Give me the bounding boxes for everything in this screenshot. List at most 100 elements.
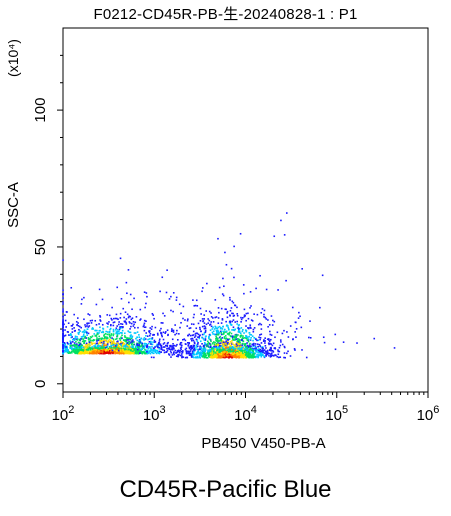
- event-dot: [244, 349, 247, 351]
- event-dot: [230, 353, 233, 356]
- event-dot: [103, 352, 105, 355]
- event-dot: [230, 350, 232, 353]
- event-dot: [170, 356, 172, 358]
- event-dot: [285, 212, 288, 214]
- event-dot: [73, 338, 76, 341]
- event-dot: [199, 328, 201, 331]
- event-dot: [62, 318, 64, 320]
- event-dot: [69, 346, 72, 348]
- event-dot: [236, 314, 239, 317]
- event-dot: [87, 352, 90, 354]
- event-dot: [239, 346, 242, 348]
- event-dot: [240, 321, 242, 323]
- event-dot: [254, 343, 257, 345]
- event-dot: [173, 353, 175, 356]
- event-dot: [157, 345, 159, 347]
- event-dot: [283, 234, 286, 236]
- event-dot: [138, 338, 141, 341]
- event-dot: [108, 351, 111, 354]
- event-dot: [217, 355, 219, 358]
- event-dot: [212, 333, 214, 335]
- event-dot: [200, 330, 202, 333]
- event-dot: [231, 329, 233, 331]
- event-dot: [148, 340, 151, 343]
- event-dot: [160, 346, 163, 349]
- event-dot: [170, 351, 172, 354]
- event-dot: [140, 337, 143, 340]
- event-dot: [146, 350, 148, 353]
- event-dot: [105, 346, 107, 349]
- event-dot: [90, 322, 93, 324]
- event-dot: [131, 317, 134, 319]
- event-dot: [124, 344, 127, 347]
- event-dot: [173, 344, 176, 347]
- event-dot: [118, 332, 121, 335]
- event-dot: [295, 336, 297, 338]
- event-dot: [131, 340, 134, 343]
- event-dot: [62, 332, 64, 334]
- event-dot: [77, 325, 80, 327]
- event-dot: [223, 336, 226, 338]
- event-dot: [80, 351, 83, 353]
- event-dot: [168, 298, 171, 300]
- event-dot: [99, 329, 101, 332]
- event-dot: [128, 352, 130, 355]
- event-dot: [216, 351, 219, 354]
- event-dot: [114, 347, 117, 349]
- event-dot: [231, 335, 234, 337]
- event-dot: [210, 356, 213, 359]
- event-dot: [198, 353, 201, 355]
- event-dot: [119, 352, 122, 354]
- event-dot: [203, 333, 205, 336]
- event-dot: [94, 344, 97, 346]
- event-dot: [210, 312, 212, 314]
- event-dot: [219, 347, 222, 350]
- event-dot: [96, 342, 99, 344]
- event-dot: [219, 345, 222, 347]
- event-dot: [97, 344, 100, 347]
- event-dot: [109, 347, 111, 349]
- event-dot: [74, 335, 77, 338]
- event-dot: [133, 348, 135, 351]
- event-dot: [204, 339, 207, 341]
- event-dot: [287, 350, 289, 353]
- event-dot: [83, 352, 86, 355]
- event-dot: [230, 267, 233, 270]
- event-dot: [206, 340, 209, 343]
- event-dot: [78, 346, 81, 349]
- event-dot: [246, 346, 248, 348]
- event-dot: [108, 333, 110, 336]
- event-dot: [238, 324, 240, 326]
- event-dot: [80, 346, 83, 348]
- event-dot: [225, 346, 228, 348]
- event-dot: [104, 347, 107, 350]
- event-dot: [117, 323, 120, 326]
- event-dot: [260, 353, 262, 356]
- event-dot: [217, 330, 220, 333]
- x-tick-label: 102: [52, 404, 75, 424]
- event-dot: [242, 337, 244, 339]
- event-dot: [162, 343, 165, 345]
- y-axis-label: SSC-A: [5, 182, 22, 228]
- event-dot: [95, 350, 97, 353]
- event-dot: [101, 323, 104, 326]
- event-dot: [112, 351, 114, 353]
- event-dot: [128, 337, 131, 340]
- event-dot: [196, 332, 199, 335]
- event-dot: [153, 341, 156, 343]
- event-dot: [259, 350, 261, 353]
- event-dot: [177, 350, 180, 353]
- event-dot: [263, 313, 265, 316]
- event-dot: [98, 342, 100, 345]
- event-dot: [71, 336, 73, 338]
- event-dot: [205, 345, 208, 348]
- event-dot: [151, 343, 154, 346]
- event-dot: [204, 343, 207, 345]
- event-dot: [178, 351, 181, 354]
- event-dot: [179, 343, 182, 346]
- event-dot: [218, 325, 221, 328]
- event-dot: [231, 346, 233, 348]
- event-dot: [139, 351, 142, 353]
- event-dot: [133, 341, 135, 343]
- event-dot: [81, 338, 83, 340]
